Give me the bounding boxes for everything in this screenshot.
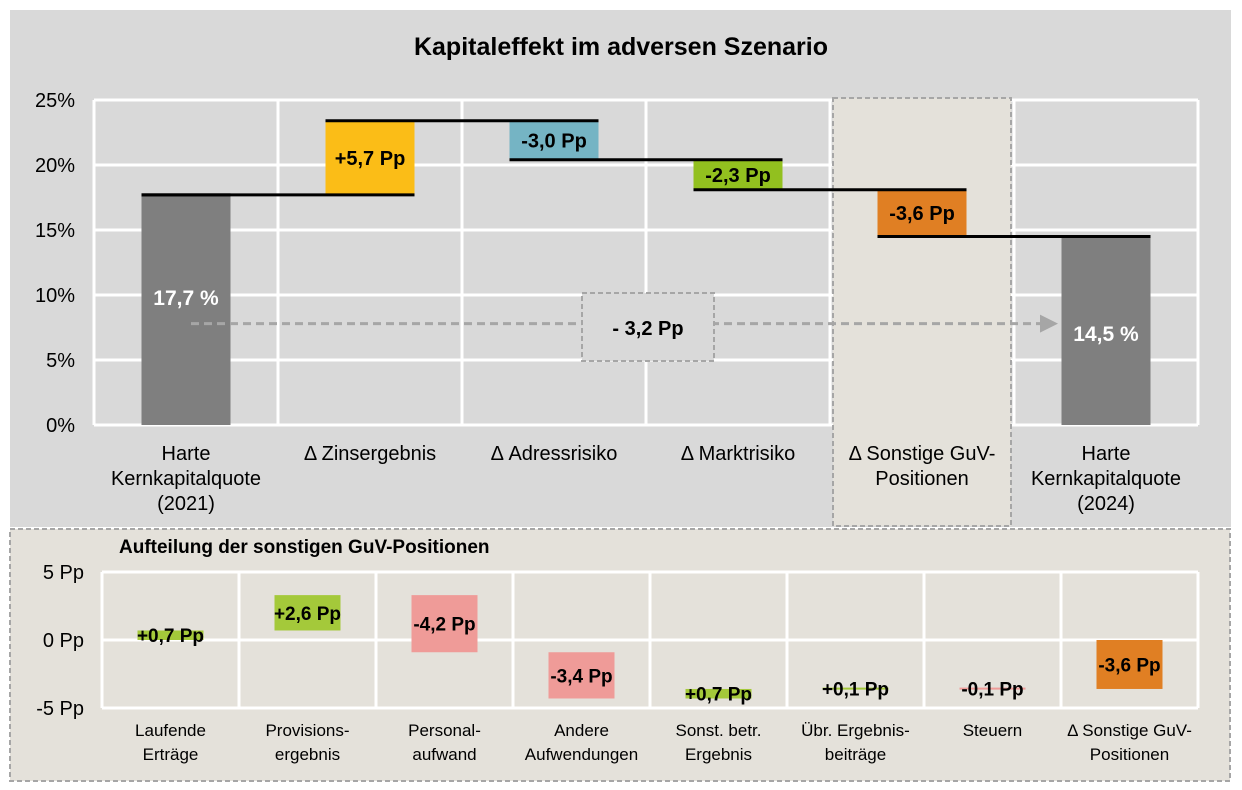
highlight-box [832, 97, 1012, 527]
main-y-axis: 25% 20% 15% 10% 5% 0% [35, 90, 75, 437]
main-total-label: 14,5 % [1073, 323, 1139, 346]
main-category-label: Kernkapitalquote [111, 468, 261, 490]
breakdown-panel [9, 528, 1231, 782]
breakdown-category-label: ergebnis [275, 745, 340, 764]
breakdown-category-label: beiträge [825, 745, 886, 764]
main-data-labels: 17,7 % +5,7 Pp -3,0 Pp -2,3 Pp -3,6 Pp 14,5 % [153, 130, 1139, 345]
main-y-tick-label: 25% [35, 90, 75, 112]
breakdown-x-axis: Laufende Erträge Provisions-ergebnis Person… [135, 721, 1192, 764]
main-bar [325, 120, 415, 195]
main-category-label: Positionen [875, 468, 968, 490]
breakdown-data-label: -0,1 Pp [961, 679, 1023, 700]
main-bar [877, 189, 967, 237]
main-chart-title: Kapitaleffekt im adversen Szenario [414, 33, 828, 61]
breakdown-bar [822, 687, 889, 690]
breakdown-category-label: Übr. Ergebnis- [801, 721, 910, 740]
breakdown-bar [274, 595, 341, 631]
main-category-label: Kernkapitalquote [1031, 468, 1181, 490]
breakdown-data-label: +2,6 Pp [274, 604, 341, 625]
breakdown-bars [137, 595, 1163, 699]
main-category-label: (2024) [1077, 493, 1135, 515]
main-delta-label: -3,6 Pp [889, 203, 955, 225]
main-x-axis: Harte Kernkapitalquote (2021) Δ Zinsergebni… [111, 443, 1181, 515]
main-connector-lines [141, 119, 1151, 238]
breakdown-category-label: aufwand [412, 745, 476, 764]
main-y-tick-label: 20% [35, 155, 75, 177]
breakdown-data-label: -3,4 Pp [550, 666, 612, 687]
breakdown-data-label: -4,2 Pp [413, 615, 475, 636]
main-total-label: 17,7 % [153, 287, 219, 310]
highlight-sonstige-guv [832, 97, 1012, 527]
overall-change-arrow-head [1040, 314, 1058, 333]
main-y-tick-label: 10% [35, 285, 75, 307]
main-bars [141, 120, 1151, 425]
breakdown-category-label: Δ Sonstige GuV- [1067, 721, 1192, 740]
breakdown-category-label: Aufwendungen [525, 745, 638, 764]
breakdown-y-axis: 5 Pp 0 Pp -5 Pp [36, 562, 84, 720]
overall-change-arrow: - 3,2 Pp [191, 292, 1058, 362]
main-y-tick-label: 0% [46, 415, 75, 437]
breakdown-category-label: Laufende [135, 721, 206, 740]
breakdown-category-label: Sonst. betr. [676, 721, 762, 740]
breakdown-category-label: Positionen [1090, 745, 1169, 764]
breakdown-category-label: Provisions- [265, 721, 349, 740]
main-bar [693, 159, 783, 190]
main-delta-label: -2,3 Pp [705, 165, 771, 187]
breakdown-data-label: +0,7 Pp [685, 685, 752, 706]
main-bar [509, 120, 599, 160]
main-category-label: Δ Zinsergebnis [304, 443, 436, 465]
main-y-tick-label: 5% [46, 350, 75, 372]
main-bar [141, 194, 231, 425]
main-bar [1061, 236, 1151, 425]
breakdown-y-tick-label: -5 Pp [36, 698, 84, 720]
breakdown-data-labels: +0,7 Pp +2,6 Pp -4,2 Pp -3,4 Pp +0,7 Pp +0,1 … [137, 604, 1161, 706]
main-category-label: Harte [162, 443, 211, 465]
breakdown-chart-title: Aufteilung der sonstigen GuV-Positionen [119, 537, 490, 558]
breakdown-bar [137, 630, 204, 640]
breakdown-category-label: Steuern [963, 721, 1023, 740]
main-category-label: Δ Sonstige GuV- [849, 443, 996, 465]
breakdown-bar [411, 595, 478, 653]
breakdown-data-label: -3,6 Pp [1098, 655, 1160, 676]
breakdown-data-label: +0,7 Pp [137, 626, 204, 647]
overall-change-label: - 3,2 Pp [612, 318, 683, 340]
breakdown-category-label: Andere [554, 721, 609, 740]
main-category-label: Δ Adressrisiko [491, 443, 618, 465]
main-delta-label: -3,0 Pp [521, 130, 587, 152]
overall-change-box [581, 292, 715, 362]
breakdown-gridlines [100, 570, 1200, 710]
main-category-label: Δ Marktrisiko [681, 443, 795, 465]
breakdown-category-label: Erträge [143, 745, 199, 764]
breakdown-bar [685, 688, 752, 699]
main-y-tick-label: 15% [35, 220, 75, 242]
breakdown-bar [548, 652, 615, 699]
breakdown-y-tick-label: 5 Pp [43, 562, 84, 584]
breakdown-bar [959, 687, 1026, 690]
breakdown-data-label: +0,1 Pp [822, 679, 889, 700]
main-category-label: (2021) [157, 493, 215, 515]
breakdown-category-label: Personal- [408, 721, 481, 740]
main-category-label: Harte [1082, 443, 1131, 465]
breakdown-category-label: Ergebnis [685, 745, 752, 764]
main-delta-label: +5,7 Pp [335, 148, 406, 170]
breakdown-y-tick-label: 0 Pp [43, 630, 84, 652]
breakdown-bar [1096, 640, 1163, 689]
